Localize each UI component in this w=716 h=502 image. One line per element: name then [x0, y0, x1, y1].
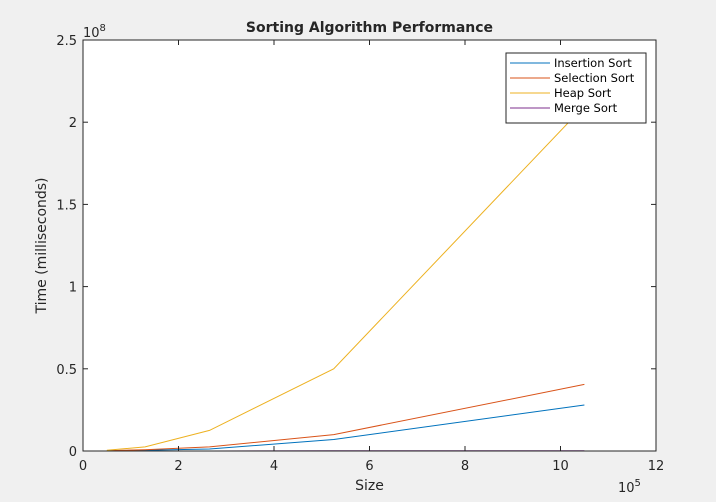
legend-label: Heap Sort — [554, 86, 612, 100]
y-tick-label: 2.5 — [56, 34, 77, 49]
series-line-heap-sort — [106, 105, 585, 451]
y-tick-label: 0 — [69, 445, 77, 460]
x-tick-label: 2 — [174, 459, 182, 474]
y-exponent-base: 10 — [83, 26, 100, 41]
x-exponent-power: 5 — [635, 478, 641, 489]
x-tick-label: 8 — [461, 459, 469, 474]
y-axis-label: Time (milliseconds) — [34, 177, 50, 314]
ticks-layer: 0 2 4 6 8 10 12 0 0.5 1 1.5 2 2.5 — [56, 34, 664, 474]
y-tick-label: 1 — [69, 281, 77, 296]
y-tick-label: 2 — [69, 116, 77, 131]
x-exponent-base: 10 — [618, 481, 635, 496]
x-tick-label: 6 — [365, 459, 373, 474]
legend-box — [505, 52, 647, 124]
y-tick-label: 0.5 — [56, 363, 77, 378]
y-exponent-power: 8 — [100, 23, 106, 34]
series-line-selection-sort — [106, 383, 585, 452]
x-tick-label: 10 — [552, 459, 569, 474]
y-tick-label: 1.5 — [56, 198, 77, 213]
chart-title: Sorting Algorithm Performance — [246, 20, 493, 36]
legend-label: Selection Sort — [554, 71, 635, 85]
legend-label: Merge Sort — [554, 101, 618, 115]
x-tick-label: 4 — [270, 459, 278, 474]
y-axis-exponent: 108 — [83, 23, 106, 41]
x-axis-label: Size — [355, 478, 384, 494]
x-axis-exponent: 105 — [618, 478, 641, 496]
x-tick-label: 0 — [79, 459, 87, 474]
legend-label: Insertion Sort — [554, 56, 632, 70]
x-tick-label: 12 — [648, 459, 665, 474]
